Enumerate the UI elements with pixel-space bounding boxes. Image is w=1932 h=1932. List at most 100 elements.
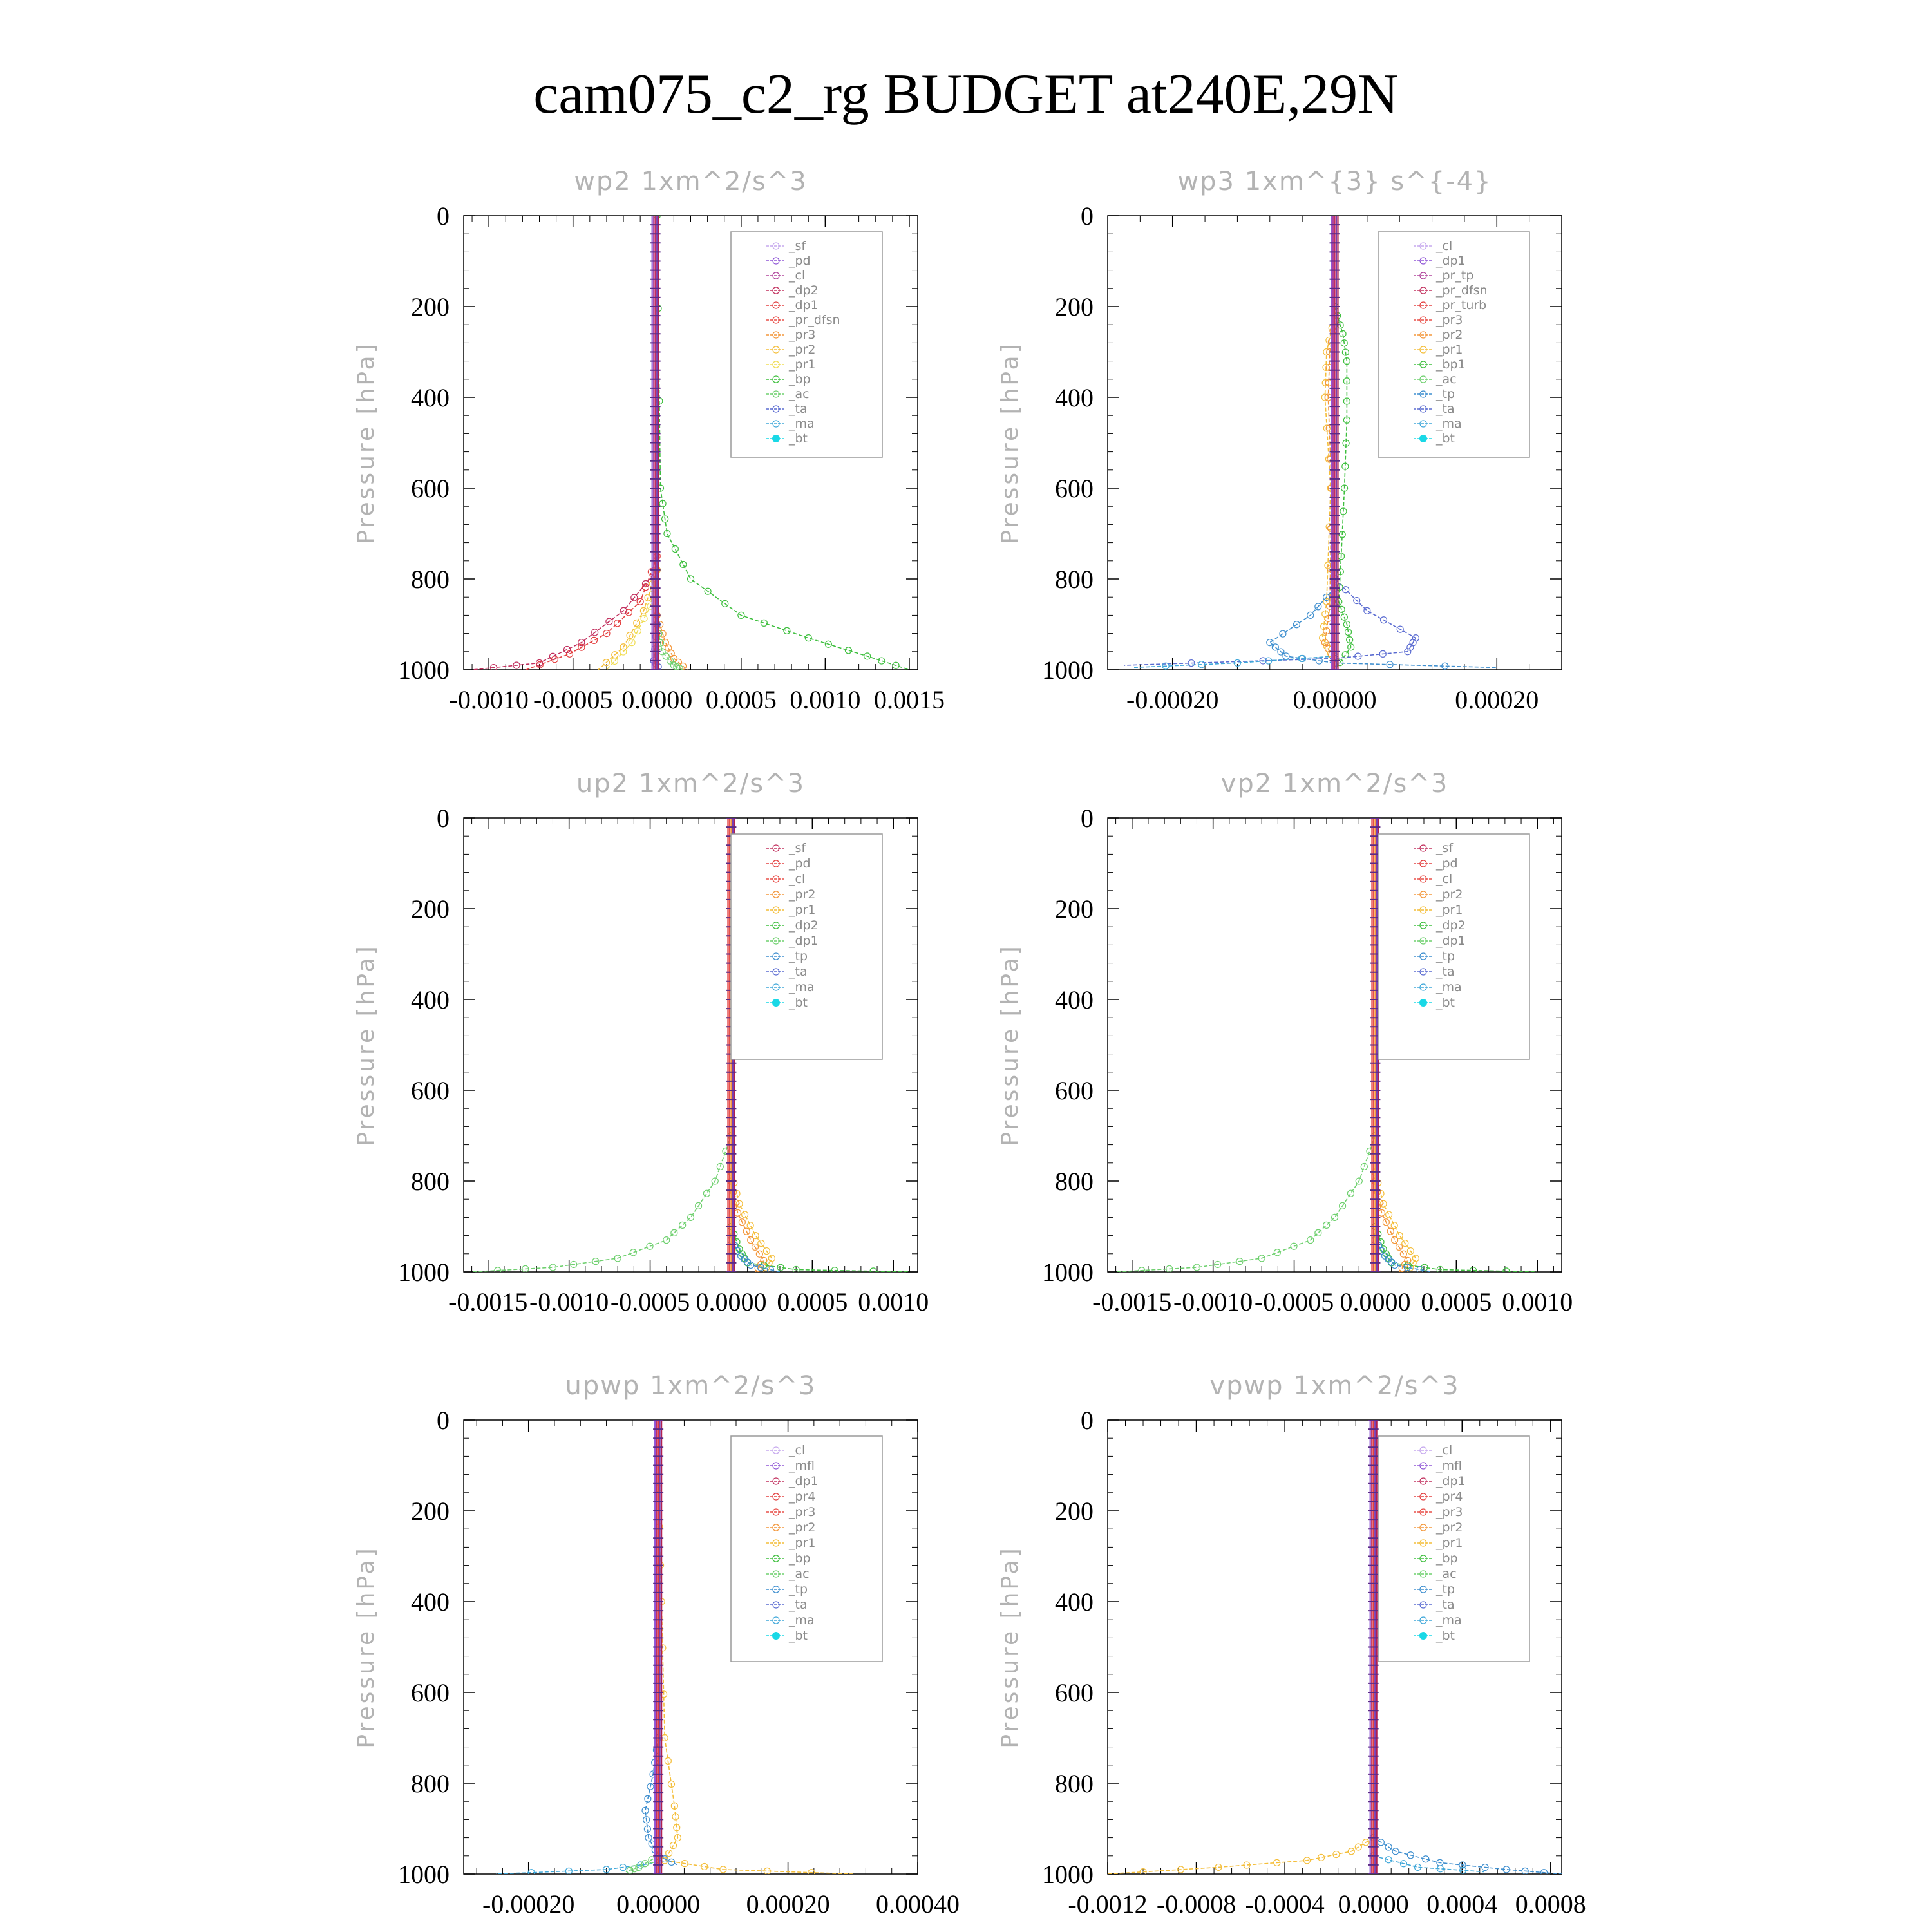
- legend-label: _pd: [788, 254, 811, 268]
- legend-label: _pr1: [1435, 1536, 1463, 1550]
- series-marker-bp1: [1335, 598, 1343, 605]
- legend-marker: [772, 361, 780, 368]
- series-marker-pr1: [1385, 1211, 1393, 1218]
- x-tick-label: 0.0000: [621, 685, 692, 714]
- x-tick-label: 0.0015: [874, 685, 945, 714]
- panel-2: wp3 1xm^{3} s^{-4} Pressure [hPa] 0 200 400 6…: [997, 167, 1562, 714]
- legend-box: [1378, 1435, 1530, 1662]
- legend-label: _ac: [1435, 1567, 1457, 1581]
- series-marker-pr2: [1398, 1264, 1406, 1272]
- legend-label: _pr1: [788, 903, 815, 917]
- series-marker-dp2: [591, 629, 599, 636]
- series-marker-pr1: [681, 1860, 688, 1868]
- legend-label: _bp: [788, 372, 811, 386]
- series-line-ma: [1132, 656, 1335, 668]
- series-marker-pr1: [664, 1757, 672, 1765]
- legend-label: _pr_dfsn: [788, 313, 840, 327]
- series-marker-tp: [648, 1840, 656, 1848]
- series-marker-pr2: [1321, 639, 1329, 647]
- series-marker-dp1: [1214, 1260, 1222, 1269]
- legend-marker: [1419, 999, 1427, 1007]
- legend-label: _pr4: [788, 1490, 815, 1504]
- legend-label: _cl: [1435, 239, 1452, 253]
- series-marker-pr2: [751, 1243, 759, 1251]
- y-axis-label: Pressure [hPa]: [353, 341, 379, 544]
- series-marker-dp2: [792, 1265, 800, 1272]
- series-marker-dp1: [1323, 1221, 1331, 1229]
- series-marker-ta: [1379, 650, 1387, 658]
- series-marker-pr1: [1317, 1853, 1325, 1861]
- legend-label: _pr2: [1435, 328, 1463, 342]
- y-tick-label: 400: [411, 1587, 450, 1616]
- y-tick-label: 0: [437, 202, 450, 231]
- plot-frame: [1107, 817, 1562, 1273]
- series-marker-bp1: [1342, 439, 1350, 447]
- series-marker-ta: [1406, 643, 1414, 651]
- series-marker-pr1: [757, 1239, 765, 1247]
- series-line-dp1: [1115, 1135, 1376, 1272]
- panel-title: wp3 1xm^{3} s^{-4}: [1177, 167, 1492, 196]
- x-tick-label: 0.0005: [706, 685, 777, 714]
- figure-title: cam075_c2_rg BUDGET at240E,29N: [533, 63, 1398, 126]
- series-marker-dp2: [563, 645, 571, 654]
- series-marker-dp1: [625, 609, 633, 616]
- x-tick-label: 0.0000: [696, 1287, 766, 1316]
- series-marker-ma: [1233, 659, 1242, 667]
- legend-label: _ma: [1435, 1613, 1462, 1627]
- legend-label: _pd: [788, 857, 811, 871]
- legend-marker: [1419, 1508, 1427, 1516]
- panel-1: wp2 1xm^2/s^3 Pressure [hPa] 0 200 400 600 800…: [353, 167, 945, 714]
- series-marker-ma: [565, 1867, 573, 1874]
- legend-marker: [1419, 242, 1427, 250]
- x-tick-label: -0.0015: [1092, 1287, 1171, 1316]
- series-marker-dp1: [565, 650, 574, 658]
- series-line-tp: [1373, 1837, 1562, 1874]
- series-marker-ta: [1353, 596, 1361, 605]
- legend-label: _dp1: [1435, 254, 1466, 268]
- series-marker-dp1: [1355, 1177, 1363, 1185]
- x-tick-label: -0.0010: [450, 685, 529, 714]
- series-marker-dp1: [679, 1221, 687, 1229]
- y-axis-label: Pressure [hPa]: [353, 1546, 379, 1748]
- series-marker-pr1: [674, 1834, 681, 1842]
- series-marker-dp2: [620, 607, 627, 614]
- legend-marker: [772, 999, 780, 1007]
- series-marker-bp: [760, 619, 768, 627]
- series-marker-dp1: [1307, 1236, 1314, 1244]
- x-tick-label: -0.00020: [482, 1889, 574, 1918]
- legend: _sf _pd_cl_pr2_pr1_dp2_dp1_tp _ta_ma _bt: [1378, 833, 1530, 1060]
- legend-marker: [1419, 420, 1427, 428]
- series-marker-bp: [804, 634, 812, 642]
- y-tick-label: 800: [1055, 1167, 1094, 1196]
- series-marker-pr2: [760, 1256, 768, 1264]
- series-marker-ma: [619, 1863, 627, 1871]
- panel-6: vpwp 1xm^2/s^3 Pressure [hPa] 0 200 400 600 80…: [997, 1371, 1586, 1918]
- legend-marker: [772, 1462, 780, 1470]
- legend-marker: [772, 875, 780, 883]
- y-tick-label: 0: [1081, 804, 1094, 833]
- series-marker-pr1: [1319, 634, 1327, 642]
- series-marker-ma: [1198, 661, 1206, 668]
- series-marker-bp: [844, 647, 853, 654]
- series-marker-pr1: [1273, 1859, 1281, 1867]
- series-marker-pr2: [1404, 1256, 1412, 1264]
- series-marker-dp1: [578, 643, 585, 651]
- series-marker-tp: [1271, 643, 1279, 651]
- y-tick-label: 600: [411, 474, 450, 503]
- series-marker-ac: [641, 1860, 649, 1868]
- legend: _cl_mfl_dp1_pr4_pr3_pr2_pr1_bp_ac_tp_ta_…: [1378, 1435, 1530, 1662]
- series-marker-bp: [659, 500, 667, 507]
- y-tick-label: 200: [1055, 895, 1094, 923]
- series-marker-tp: [641, 1806, 649, 1814]
- y-tick-label: 200: [1055, 1497, 1094, 1526]
- legend-label: _pr2: [788, 887, 815, 902]
- series-marker-ta: [1188, 659, 1195, 667]
- series-marker-pr2: [743, 1227, 750, 1235]
- series-marker-pr1: [620, 648, 627, 656]
- panel-5: upwp 1xm^2/s^3 Pressure [hPa] 0 200 400 600 80…: [353, 1371, 960, 1918]
- series-marker-tp: [643, 1816, 650, 1824]
- plot-area: [496, 1420, 853, 1874]
- legend-label: _ma: [788, 417, 815, 431]
- y-axis-label: Pressure [hPa]: [997, 1546, 1023, 1748]
- legend-label: _ta: [788, 1598, 808, 1612]
